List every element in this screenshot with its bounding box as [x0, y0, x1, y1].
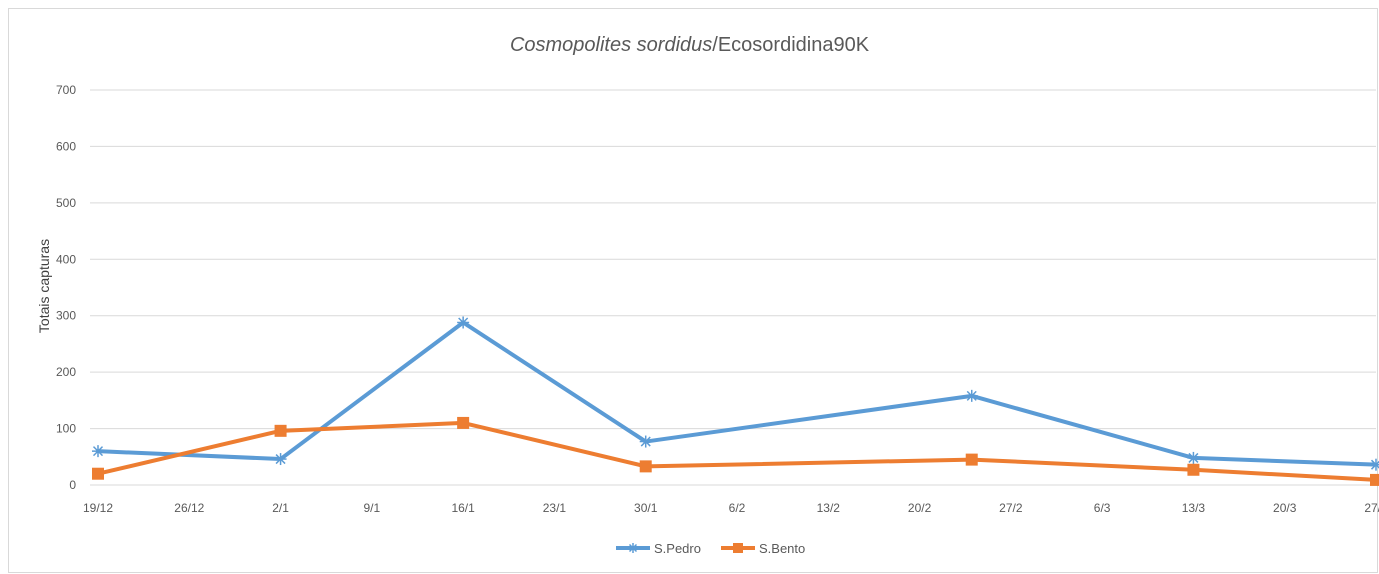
point-s-bento-4 — [965, 453, 978, 466]
point-s-bento-6 — [1370, 473, 1379, 486]
x-tick-label-27-2: 27/2 — [999, 501, 1023, 515]
legend-marker-s-pedro — [628, 543, 638, 553]
y-tick-label-0: 0 — [69, 478, 76, 492]
y-tick-label-400: 400 — [56, 252, 76, 266]
chart-title-species: Cosmopolites sordidus — [509, 34, 713, 56]
point-s-pedro-4 — [965, 389, 978, 402]
x-tick-label-27-3: 27/3 — [1364, 501, 1379, 515]
point-s-pedro-0 — [92, 445, 104, 458]
x-tick-label-20-2: 20/2 — [908, 501, 932, 515]
x-tick-label-19-12: 19/12 — [83, 501, 113, 515]
x-tick-label-6-2: 6/2 — [729, 501, 746, 515]
x-tick-label-6-3: 6/3 — [1094, 501, 1111, 515]
y-tick-label-300: 300 — [56, 309, 76, 323]
x-tick-label-16-1: 16/1 — [451, 501, 475, 515]
chart-title-suffix: /Ecosordidina90K — [712, 34, 870, 56]
y-tick-label-500: 500 — [56, 196, 76, 210]
point-s-pedro-3 — [639, 435, 652, 448]
legend-label-s-pedro: S.Pedro — [654, 541, 701, 556]
legend-marker-s-bento — [733, 543, 743, 553]
y-tick-label-200: 200 — [56, 365, 76, 379]
x-tick-label-13-2: 13/2 — [817, 501, 841, 515]
point-s-pedro-6 — [1370, 458, 1379, 471]
x-tick-label-20-3: 20/3 — [1273, 501, 1297, 515]
point-s-pedro-5 — [1187, 451, 1200, 464]
y-tick-label-700: 700 — [56, 83, 76, 97]
y-tick-label-100: 100 — [56, 422, 76, 436]
x-tick-label-26-12: 26/12 — [174, 501, 204, 515]
x-tick-label-2-1: 2/1 — [272, 501, 289, 515]
x-tick-label-23-1: 23/1 — [543, 501, 567, 515]
y-tick-label-600: 600 — [56, 139, 76, 153]
point-s-bento-1 — [274, 424, 287, 437]
legend-label-s-bento: S.Bento — [759, 541, 805, 556]
point-s-pedro-1 — [274, 453, 287, 466]
x-tick-label-9-1: 9/1 — [364, 501, 381, 515]
series-line-s-pedro — [96, 320, 1378, 467]
point-s-bento-5 — [1187, 463, 1200, 476]
x-tick-label-13-3: 13/3 — [1182, 501, 1206, 515]
chart-frame — [8, 8, 1378, 573]
point-s-bento-2 — [457, 416, 470, 429]
chart-title: Cosmopolites sordidus/Ecosordidina90K — [0, 34, 1379, 57]
point-s-pedro-2 — [457, 316, 470, 329]
point-s-bento-3 — [639, 460, 652, 473]
x-tick-label-30-1: 30/1 — [634, 501, 658, 515]
point-s-bento-0 — [92, 467, 104, 480]
